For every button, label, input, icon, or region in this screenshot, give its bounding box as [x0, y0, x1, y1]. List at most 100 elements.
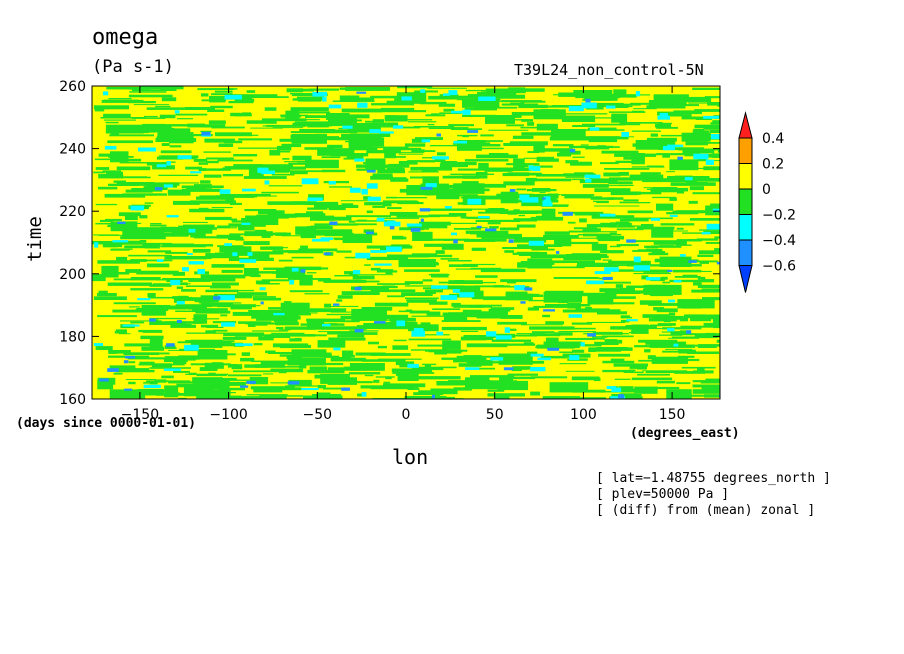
- heatmap-cell-green: [148, 296, 192, 299]
- heatmap-cell-green: [351, 308, 387, 321]
- heatmap-cell-green: [201, 99, 226, 102]
- heatmap-cell-green: [276, 327, 284, 330]
- heatmap-cell-green: [592, 331, 623, 335]
- heatmap-cell-blue: [467, 130, 479, 133]
- heatmap-cell-cyan: [289, 279, 295, 285]
- heatmap-cell-green: [652, 196, 676, 199]
- heatmap-cell-green: [167, 306, 178, 309]
- heatmap-cell-blue: [176, 319, 182, 323]
- heatmap-cell-green: [313, 202, 339, 209]
- heatmap-cell-green: [662, 327, 702, 330]
- heatmap-cell-green: [674, 371, 706, 374]
- heatmap-cell-green: [442, 340, 461, 350]
- heatmap-cell-cyan: [104, 145, 117, 150]
- note-pressure-level: [ plev=50000 Pa ]: [596, 487, 730, 502]
- heatmap-cell-green: [308, 194, 324, 201]
- heatmap-cell-green: [390, 178, 409, 182]
- heatmap-cell-green: [574, 213, 611, 216]
- heatmap-cell-green: [116, 182, 155, 186]
- heatmap-cell-green: [275, 150, 290, 153]
- heatmap-cell-green: [210, 286, 231, 289]
- heatmap-cell-green: [549, 382, 589, 393]
- heatmap-cell-green: [694, 109, 720, 112]
- heatmap-cell-green: [234, 113, 252, 117]
- heatmap-cell-green: [397, 370, 419, 381]
- chart-title: omega: [92, 25, 159, 50]
- heatmap-cell-cyan: [137, 298, 151, 301]
- heatmap-cell-green: [97, 293, 117, 297]
- heatmap-cell-green: [201, 303, 234, 307]
- heatmap-cell-green: [323, 387, 346, 390]
- heatmap-cell-green: [363, 229, 375, 233]
- heatmap-cell-green: [582, 228, 601, 232]
- heatmap-cell-green: [516, 188, 527, 191]
- heatmap-cell-green: [133, 229, 177, 232]
- heatmap-cell-green: [133, 104, 170, 106]
- heatmap-cell-green: [224, 166, 250, 170]
- heatmap-cell-green: [462, 175, 480, 179]
- heatmap-cell-green: [682, 149, 715, 154]
- heatmap-cell-green: [458, 304, 502, 307]
- heatmap-cell-green: [582, 184, 609, 188]
- heatmap-cell-green: [500, 279, 537, 283]
- heatmap-cell-cyan: [712, 208, 720, 213]
- heatmap-cell-green: [428, 214, 458, 217]
- heatmap-cell-green: [230, 218, 238, 221]
- colorbar-segment: [738, 214, 753, 241]
- heatmap-cell-green: [530, 178, 572, 182]
- heatmap-cell-green: [592, 117, 615, 119]
- x-tick-label: 100: [570, 407, 597, 423]
- heatmap-cell-green: [302, 88, 314, 92]
- heatmap-cell-green: [665, 348, 693, 350]
- heatmap-cell-cyan: [633, 256, 641, 263]
- heatmap-cell-cyan: [186, 253, 193, 256]
- heatmap-cell-cyan: [94, 242, 99, 248]
- heatmap-cell-green: [307, 226, 333, 229]
- heatmap-cell-green: [571, 322, 593, 325]
- heatmap-cell-green: [460, 216, 468, 219]
- heatmap-cell-cyan: [542, 200, 552, 207]
- heatmap-cell-green: [436, 189, 460, 200]
- heatmap-cell-green: [337, 334, 365, 338]
- heatmap-cell-green: [168, 381, 195, 384]
- heatmap-cell-green: [289, 290, 323, 293]
- heatmap-cell-green: [407, 223, 448, 228]
- heatmap-cell-green: [200, 324, 219, 328]
- heatmap-cell-cyan: [451, 232, 457, 236]
- heatmap-cell-green: [521, 132, 565, 136]
- heatmap-cell-green: [642, 314, 670, 318]
- heatmap-cell-cyan: [393, 125, 404, 129]
- heatmap-cell-green: [411, 138, 426, 143]
- heatmap-cell-green: [186, 285, 230, 287]
- y-tick-label: 200: [59, 267, 86, 283]
- heatmap-cell-green: [139, 240, 147, 243]
- heatmap-cell-blue: [618, 394, 625, 399]
- heatmap-cell-green: [702, 297, 720, 301]
- heatmap-cell-green: [321, 156, 341, 159]
- heatmap-cell-green: [461, 181, 479, 185]
- heatmap-cell-green: [259, 395, 287, 399]
- heatmap-cell-green: [146, 162, 171, 166]
- heatmap-cell-green: [303, 395, 343, 399]
- heatmap-cell-green: [716, 339, 720, 343]
- heatmap-cell-green: [434, 351, 447, 355]
- heatmap-cell-green: [454, 194, 478, 197]
- heatmap-cell-green: [383, 383, 426, 388]
- heatmap-cell-green: [279, 354, 301, 357]
- heatmap-cell-cyan: [711, 134, 720, 140]
- heatmap-cell-green: [682, 232, 718, 234]
- heatmap-cell-green: [646, 137, 677, 142]
- heatmap-cell-green: [641, 275, 649, 280]
- x-tick-label: −50: [303, 407, 333, 423]
- heatmap-cell-green: [181, 289, 196, 292]
- heatmap-cell-green: [284, 161, 325, 163]
- heatmap-cell-green: [619, 386, 634, 391]
- x-tick-label: 0: [402, 407, 411, 423]
- heatmap-cell-green: [597, 237, 620, 242]
- heatmap-cell-green: [460, 336, 487, 341]
- heatmap-cell-green: [291, 119, 320, 121]
- heatmap-cell-green: [209, 377, 237, 381]
- heatmap-cell-cyan: [322, 324, 331, 327]
- heatmap-cell-green: [139, 361, 155, 366]
- heatmap-cell-green: [482, 94, 526, 99]
